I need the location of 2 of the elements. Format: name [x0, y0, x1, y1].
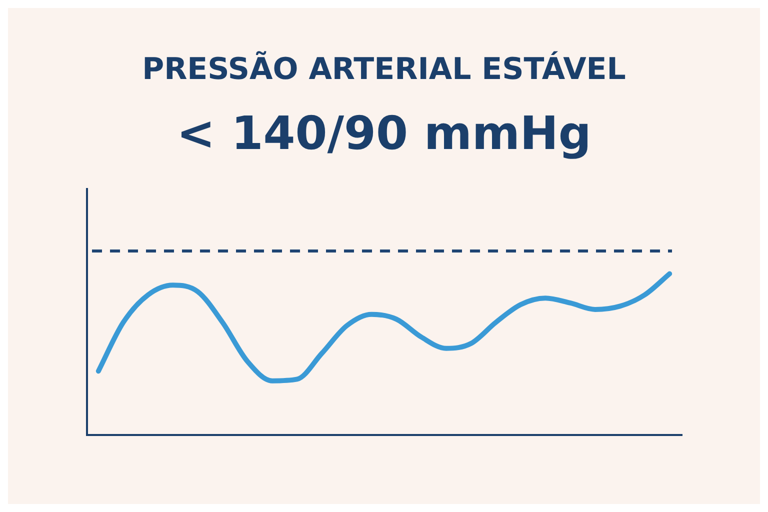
chart-subtitle: < 140/90 mmHg	[176, 106, 592, 160]
chart-title: PRESSÃO ARTERIAL ESTÁVEL	[141, 52, 627, 87]
